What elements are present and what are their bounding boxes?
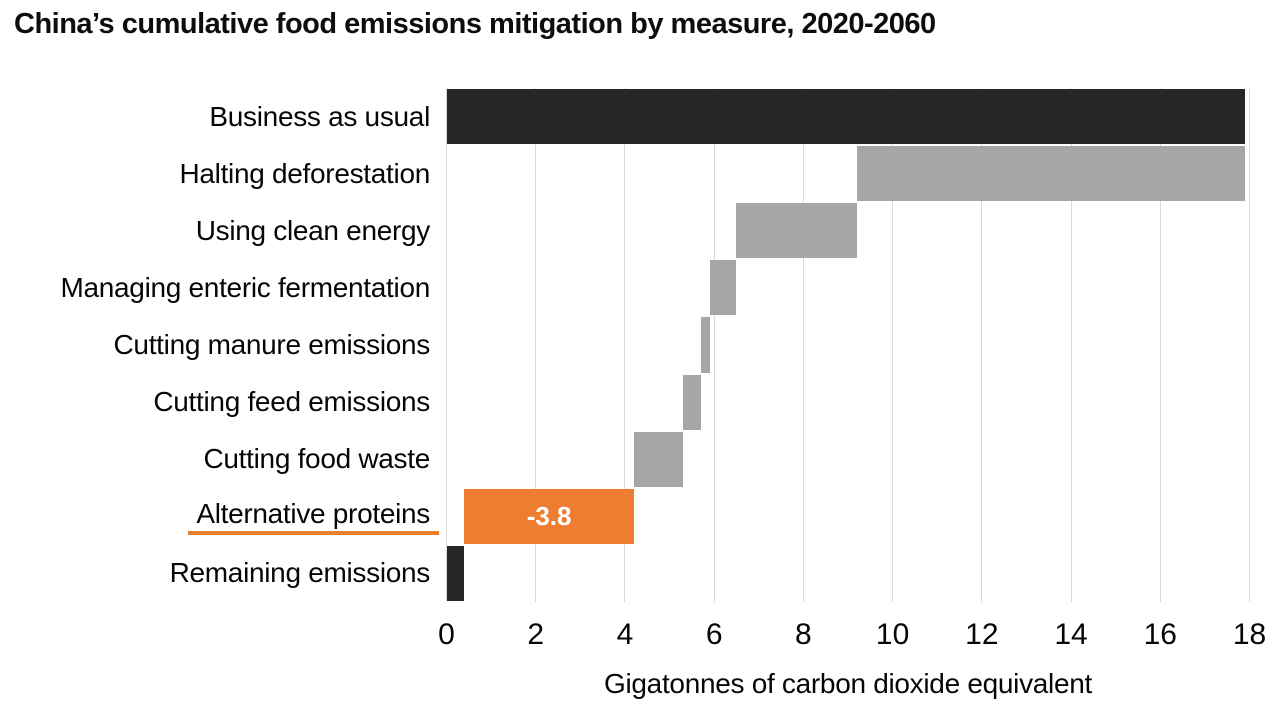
x-tick-4: 4 — [616, 618, 634, 651]
category-text-alternative-proteins: Alternative proteins — [188, 498, 439, 535]
category-label-cutting-food-waste: Cutting food waste — [0, 431, 430, 488]
category-text-cutting-manure-emissions: Cutting manure emissions — [113, 328, 431, 360]
gridline-6 — [713, 88, 715, 602]
category-text-cutting-feed-emissions: Cutting feed emissions — [153, 386, 430, 418]
x-tick-2: 2 — [527, 618, 545, 651]
bar-cutting-food-waste — [633, 431, 683, 487]
x-tick-8: 8 — [795, 618, 812, 651]
gridline-0 — [446, 88, 447, 602]
category-text-cutting-food-waste: Cutting food waste — [203, 443, 430, 475]
x-tick-6: 6 — [705, 618, 723, 651]
bar-halting-deforestation — [856, 146, 1246, 202]
category-label-halting-deforestation: Halting deforestation — [0, 145, 430, 202]
bar-cutting-manure-emissions — [700, 317, 710, 373]
gridline-2 — [535, 88, 537, 602]
gridline-10 — [892, 88, 894, 602]
gridline-8 — [802, 88, 804, 602]
gridline-16 — [1159, 88, 1161, 602]
category-label-business-as-usual: Business as usual — [0, 88, 430, 145]
x-tick-0: 0 — [438, 618, 455, 651]
category-label-managing-enteric-fermentation: Managing enteric fermentation — [0, 259, 430, 316]
chart-title: China’s cumulative food emissions mitiga… — [14, 8, 936, 40]
category-text-using-clean-energy: Using clean energy — [195, 214, 431, 246]
category-label-cutting-manure-emissions: Cutting manure emissions — [0, 316, 431, 373]
gridline-4 — [624, 88, 626, 602]
x-tick-10: 10 — [875, 618, 910, 651]
bar-remaining-emissions — [446, 545, 465, 601]
bar-business-as-usual — [446, 89, 1246, 145]
x-tick-18: 18 — [1232, 618, 1267, 651]
bar-using-clean-energy — [736, 203, 857, 259]
bar-value-label-alternative-proteins: -3.8 — [526, 500, 572, 531]
bar-cutting-feed-emissions — [682, 374, 701, 430]
x-tick-14: 14 — [1054, 618, 1088, 651]
bar-alternative-proteins: -3.8 — [464, 488, 634, 544]
x-axis-title: Gigatonnes of carbon dioxide equivalent — [604, 668, 1092, 699]
category-label-cutting-feed-emissions: Cutting feed emissions — [0, 374, 430, 431]
x-tick-16: 16 — [1143, 618, 1177, 651]
category-label-remaining-emissions: Remaining emissions — [0, 545, 431, 602]
gridline-14 — [1070, 88, 1072, 602]
category-text-business-as-usual: Business as usual — [209, 100, 430, 132]
category-text-managing-enteric-fermentation: Managing enteric fermentation — [60, 271, 430, 303]
bar-managing-enteric-fermentation — [709, 260, 737, 316]
category-text-remaining-emissions: Remaining emissions — [169, 557, 431, 589]
category-label-using-clean-energy: Using clean energy — [0, 202, 431, 259]
category-text-halting-deforestation: Halting deforestation — [179, 157, 430, 189]
x-tick-12: 12 — [965, 618, 999, 651]
gridline-12 — [981, 88, 983, 602]
gridline-18 — [1249, 88, 1250, 602]
category-label-alternative-proteins: Alternative proteins — [0, 488, 439, 545]
